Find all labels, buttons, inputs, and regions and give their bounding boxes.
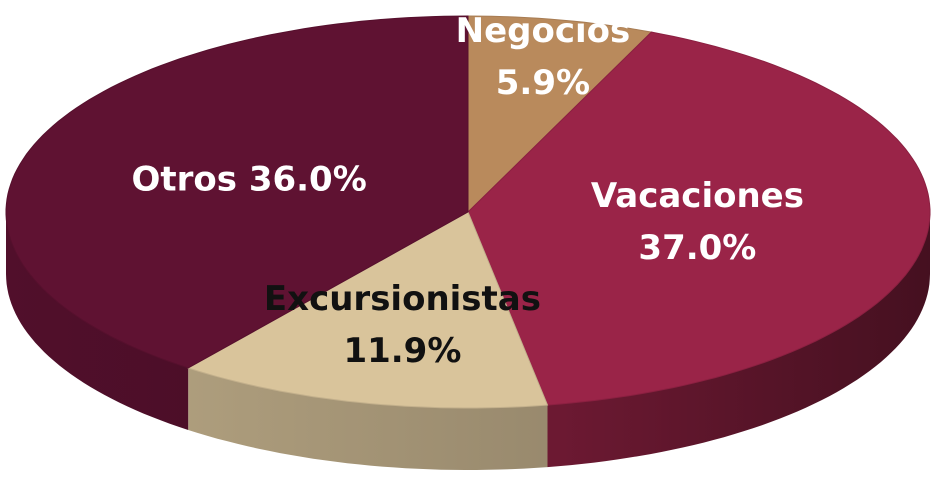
- category-label: Negocios: [456, 11, 631, 51]
- slice: [467, 15, 653, 214]
- value-label: 5.9%: [496, 63, 590, 103]
- slice: [186, 211, 549, 409]
- pie-sides: [6, 212, 930, 470]
- category-label: Excursionistas: [264, 279, 541, 319]
- value-label: 11.9%: [343, 331, 461, 371]
- slice-label: Otros 36.0%: [131, 159, 366, 199]
- slice: [5, 15, 469, 369]
- pie-labels: Negocios 5.9% Vacaciones 37.0% Excursionista…: [131, 11, 804, 371]
- slice-side: [547, 212, 930, 468]
- pie-tops: [5, 15, 931, 409]
- slice-side: [188, 368, 548, 470]
- category-label: Otros: [131, 159, 237, 199]
- slice-side: [6, 212, 189, 430]
- category-label: Vacaciones: [591, 176, 804, 216]
- slice: [467, 31, 931, 406]
- value-label: 36.0%: [249, 159, 367, 199]
- value-label: 37.0%: [638, 228, 756, 268]
